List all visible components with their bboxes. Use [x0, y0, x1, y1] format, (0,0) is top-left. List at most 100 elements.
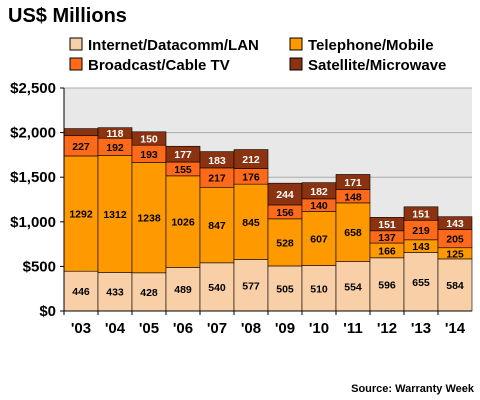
- legend-swatch: [69, 37, 83, 51]
- legend-swatch: [289, 37, 303, 51]
- x-tick-label: '07: [207, 320, 227, 337]
- x-tick-label: '10: [309, 320, 329, 337]
- legend-label: Internet/Datacomm/LAN: [88, 37, 259, 54]
- data-label: 1026: [171, 217, 195, 229]
- data-label: 151: [412, 209, 430, 221]
- data-label: 205: [446, 234, 464, 246]
- data-label: 528: [276, 237, 294, 249]
- data-label: 244: [276, 189, 294, 201]
- bar-segment: [233, 259, 269, 312]
- x-tick-label: '11: [343, 320, 362, 337]
- data-label: 171: [344, 177, 362, 189]
- data-label: 176: [242, 171, 260, 183]
- data-label: 155: [174, 164, 192, 176]
- legend-label: Satellite/Microwave: [308, 57, 446, 74]
- bar-segment: [301, 211, 337, 266]
- bar-segment: [335, 261, 371, 312]
- data-label: 182: [310, 186, 328, 198]
- y-axis-ticks: $0 $500 $1,000 $1,500 $2,000 $2,500: [10, 80, 64, 320]
- x-tick-label: '04: [105, 320, 126, 337]
- bar-segment: [403, 206, 439, 221]
- y-tick-label: $1,500: [10, 169, 56, 186]
- data-label: 143: [446, 218, 464, 230]
- data-label: 540: [208, 282, 226, 294]
- data-label: 1292: [69, 209, 93, 221]
- bar-segment: [335, 202, 371, 262]
- bar-segment: [131, 131, 167, 146]
- data-label: 655: [412, 277, 430, 289]
- data-label: 148: [344, 191, 362, 203]
- x-tick-label: '08: [241, 320, 261, 337]
- data-label: 596: [378, 279, 396, 291]
- legend-label: Telephone/Mobile: [308, 37, 434, 54]
- bar-segment: [97, 155, 133, 273]
- data-label: 192: [106, 142, 124, 154]
- bar-segment: [97, 272, 133, 312]
- bar-segment: [165, 175, 201, 268]
- x-axis-ticks: '03 '04 '05 '06 '07 '08 '09 '10 '11 '12 '13 '14: [63, 311, 466, 337]
- bars: 446 1292 227 433 1312 192 118 428 1238 193 150 489 1…: [63, 127, 473, 312]
- data-label: 227: [72, 141, 90, 153]
- bar-segment: [335, 174, 371, 190]
- data-label: 446: [72, 286, 90, 298]
- y-tick-label: $2,000: [10, 125, 56, 142]
- bar-segment: [233, 149, 269, 169]
- data-label: 151: [378, 219, 396, 231]
- data-label: 1312: [103, 209, 127, 221]
- x-tick-label: '09: [275, 320, 295, 337]
- y-tick-label: $0: [39, 303, 56, 320]
- y-tick-label: $500: [23, 258, 56, 275]
- x-tick-label: '05: [139, 320, 159, 337]
- bar-segment: [267, 265, 303, 312]
- bar-segment: [63, 128, 99, 137]
- legend-swatch: [69, 57, 83, 71]
- x-tick-label: '03: [71, 320, 91, 337]
- data-label: 143: [412, 241, 430, 253]
- data-label: 845: [242, 217, 260, 229]
- x-tick-label: '13: [411, 320, 431, 337]
- data-label: 607: [310, 233, 328, 245]
- bar-segment: [369, 257, 405, 312]
- data-label: 137: [378, 232, 396, 244]
- data-label: 658: [344, 227, 362, 239]
- data-label: 489: [174, 284, 192, 296]
- data-label: 183: [208, 155, 226, 167]
- data-label: 118: [107, 128, 124, 140]
- data-label: 847: [208, 220, 226, 232]
- bar-segment: [437, 258, 473, 312]
- data-label: 150: [140, 133, 158, 145]
- bar-segment: [131, 162, 167, 274]
- y-tick-label: $2,500: [10, 80, 56, 97]
- bar-segment: [199, 186, 235, 264]
- data-label: 125: [446, 248, 464, 260]
- data-label: 577: [242, 280, 260, 292]
- data-label: 433: [106, 287, 124, 299]
- data-label: 166: [378, 245, 396, 257]
- bar-segment: [233, 183, 269, 260]
- data-label: 505: [276, 283, 294, 295]
- chart-title: US$ Millions: [8, 5, 127, 27]
- bar-segment: [437, 216, 473, 230]
- data-label: 217: [208, 173, 226, 185]
- legend-swatch: [289, 57, 303, 71]
- legend: Internet/Datacomm/LAN Telephone/Mobile Bro…: [69, 37, 446, 74]
- data-label: 584: [446, 280, 464, 292]
- data-label: 510: [310, 283, 328, 295]
- x-tick-label: '14: [445, 320, 466, 337]
- data-label: 219: [412, 225, 430, 237]
- data-label: 140: [310, 200, 328, 212]
- x-tick-label: '12: [377, 320, 397, 337]
- x-tick-label: '06: [173, 320, 193, 337]
- data-label: 156: [276, 207, 294, 219]
- data-label: 554: [344, 281, 362, 293]
- data-label: 193: [140, 149, 158, 161]
- data-label: 212: [242, 154, 260, 166]
- data-label: 177: [174, 149, 192, 161]
- data-label: 1238: [137, 213, 161, 225]
- bar-segment: [131, 272, 167, 312]
- y-tick-label: $1,000: [10, 214, 56, 231]
- source-note: Source: Warranty Week: [351, 383, 475, 395]
- legend-label: Broadcast/Cable TV: [88, 57, 230, 74]
- data-label: 428: [140, 287, 158, 299]
